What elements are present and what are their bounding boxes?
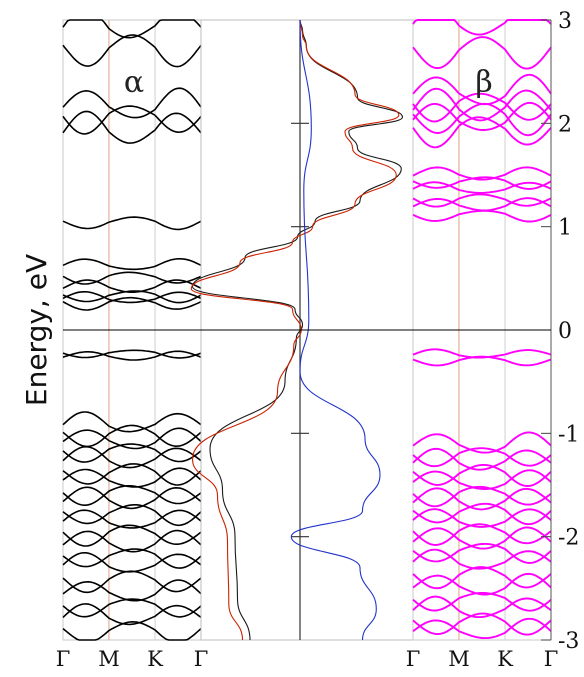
y-tick-label: -1 [558, 422, 579, 447]
beta-band-line [412, 193, 552, 208]
y-tick-label: 1 [558, 216, 572, 241]
beta-band-panel: β [412, 19, 552, 641]
alpha-band-line [62, 570, 202, 594]
beta-band-line [412, 617, 552, 640]
y-axis-label: Energy, eV [20, 254, 53, 406]
beta-band-line [412, 526, 552, 550]
beta-band-line [412, 487, 552, 511]
y-axis-label-group: Energy, eV [20, 254, 53, 406]
beta-band-line [412, 209, 552, 223]
dos-curve-red [190, 19, 400, 641]
beta-band-line [412, 431, 552, 454]
beta-band-line [412, 523, 552, 546]
beta-band-line [412, 566, 552, 590]
k-point-label: Γ [194, 647, 209, 671]
alpha-band-line [62, 258, 202, 271]
y-tick-label: -3 [558, 629, 579, 654]
alpha-band-line [62, 529, 202, 553]
k-point-label: K [147, 647, 163, 671]
k-point-label: M [98, 647, 120, 671]
beta-band-line [412, 463, 552, 487]
k-point-label: K [497, 647, 513, 671]
beta-band-line [412, 92, 552, 123]
k-point-label: M [448, 647, 470, 671]
beta-band-line [412, 447, 552, 471]
beta-band-line [412, 502, 552, 526]
alpha-band-panel: α [62, 19, 202, 641]
dos-curve-alpha [191, 19, 404, 641]
k-point-label: Γ [406, 647, 421, 671]
alpha-band-line [62, 524, 202, 547]
alpha-band-line [62, 350, 202, 361]
y-tick-label: 2 [558, 112, 572, 137]
alpha-band-line [62, 105, 202, 135]
alpha-band-line [62, 486, 202, 510]
beta-band-line [412, 116, 552, 149]
beta-band-line [412, 36, 552, 70]
beta-band-line [412, 176, 552, 190]
alpha-band-line [62, 485, 202, 506]
alpha-band-line [62, 279, 202, 293]
beta-band-line [412, 181, 552, 194]
beta-band-line [412, 548, 552, 570]
alpha-band-line [62, 110, 202, 144]
alpha-band-line [62, 443, 202, 463]
beta-band-line [412, 508, 552, 528]
beta-band-line [412, 612, 552, 636]
beta-band-line [412, 19, 552, 36]
beta-band-line [412, 447, 552, 468]
alpha-band-line [62, 509, 202, 529]
beta-band-line [412, 572, 552, 596]
beta-band-line [412, 102, 552, 137]
alpha-band-line [62, 87, 202, 119]
beta-band-line [412, 355, 552, 367]
beta-panel-label: β [475, 65, 492, 100]
alpha-band-line [62, 296, 202, 311]
alpha-band-line [62, 579, 202, 602]
alpha-band-line [62, 445, 202, 469]
alpha-band-line [62, 349, 202, 359]
beta-band-line [412, 591, 552, 612]
beta-band-line [412, 469, 552, 490]
beta-band-line [412, 101, 552, 131]
alpha-band-line [62, 271, 202, 285]
alpha-band-line [62, 291, 202, 304]
alpha-panel-label: α [124, 65, 144, 100]
alpha-band-line [62, 411, 202, 433]
alpha-band-line [62, 552, 202, 573]
y-tick-label: 3 [558, 9, 572, 34]
beta-band-line [412, 542, 552, 564]
beta-band-line [412, 197, 552, 212]
alpha-band-line [62, 504, 202, 527]
beta-band-line [412, 595, 552, 619]
alpha-band-line [62, 19, 202, 39]
beta-band-line [412, 485, 552, 508]
alpha-band-line [62, 290, 202, 304]
alpha-band-line [62, 463, 202, 486]
k-point-label: Γ [56, 647, 71, 671]
dos-curve-beta [290, 19, 381, 641]
alpha-band-line [62, 34, 202, 68]
alpha-band-line [62, 427, 202, 450]
alpha-band-line [62, 216, 202, 231]
y-tick-label: -2 [558, 526, 579, 551]
alpha-band-line [62, 598, 202, 618]
alpha-band-line [62, 603, 202, 626]
beta-band-line [412, 87, 552, 122]
alpha-band-line [62, 548, 202, 569]
alpha-band-line [62, 467, 202, 488]
y-tick-label: 0 [558, 319, 572, 344]
alpha-band-line [62, 620, 202, 641]
beta-band-line [412, 166, 552, 181]
k-point-label: Γ [544, 647, 559, 671]
